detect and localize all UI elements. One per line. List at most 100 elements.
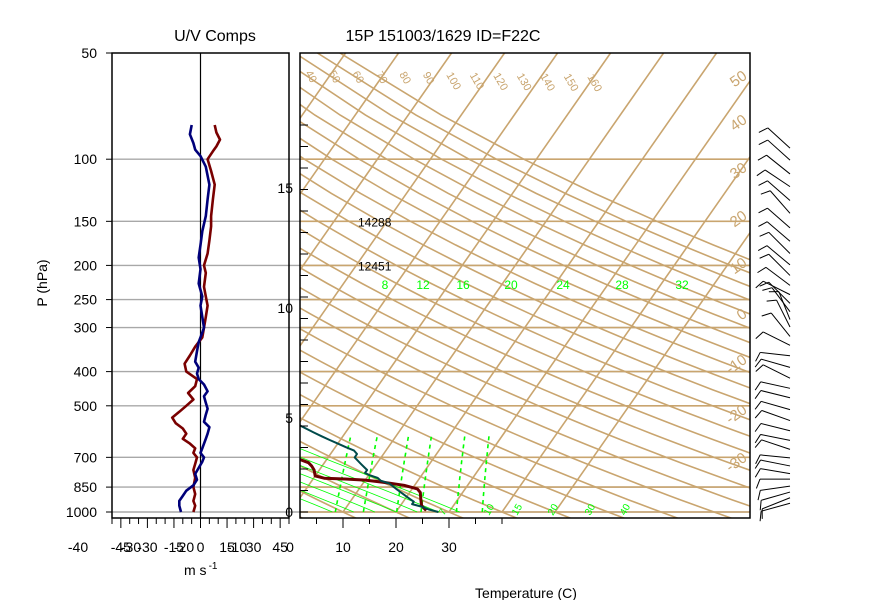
skew-dry-adiabat — [300, 137, 750, 359]
skew-mixing-ratio-line — [395, 433, 410, 513]
uv-pressure-tick-labels: 50 100 150 200 250 300 400 500 700 850 1000 — [66, 45, 112, 520]
wind-barb-flag — [754, 423, 762, 432]
moist-adiabat-label: 24 — [556, 278, 570, 292]
skew-dry-adiabat — [300, 349, 680, 518]
skew-mixing-ratio-line — [455, 433, 466, 513]
wind-barb-staff — [778, 291, 791, 320]
skew-isotherm — [342, 53, 665, 513]
wind-barb-staff — [761, 497, 791, 510]
wind-barb-flag — [758, 221, 768, 227]
theta-label: 50 — [326, 69, 343, 86]
wind-barb-flag — [759, 500, 762, 511]
skew-x-axis-label: Temperature (C) — [475, 585, 577, 600]
wind-barb-flag — [760, 190, 771, 195]
v-component-line — [178, 124, 211, 513]
wind-barb-staff — [771, 287, 791, 312]
skew-mixing-ratio-line — [481, 433, 491, 513]
wind-barb-flag — [758, 127, 769, 133]
mixing-ratio-label: 10 — [482, 502, 497, 518]
skew-height-labels: 0 5 10 15 — [277, 124, 308, 520]
wind-barb-staff — [762, 331, 791, 346]
skew-moist-adiabat — [300, 464, 418, 513]
uv-x-axis-label: m s -1 — [184, 561, 218, 578]
isotherm-edge-label: 40 — [727, 111, 750, 134]
wind-barb-flag — [754, 410, 763, 419]
uv-pressure-label: 400 — [74, 364, 98, 380]
wind-barb-staff — [769, 190, 791, 214]
dewpoint-profile-line — [300, 424, 439, 513]
wind-barb-staff — [761, 409, 791, 422]
height-km-label: 5 — [285, 410, 293, 426]
skew-moist-adiabat — [300, 448, 460, 513]
height-annotation: 14288 — [358, 215, 392, 229]
wind-barb-staff — [761, 491, 791, 501]
skew-moist-adiabat — [300, 473, 397, 513]
u-component-line — [170, 124, 222, 513]
wind-barb-flag — [757, 490, 761, 501]
wind-barb-flag — [755, 454, 761, 465]
skew-dry-adiabat — [300, 191, 750, 405]
wind-barb-flag — [755, 478, 761, 489]
wind-barb-staff — [760, 433, 791, 441]
wind-barb-flag — [755, 352, 761, 362]
skew-x-tick-label: 10 — [335, 539, 351, 555]
skew-dry-adiabats — [300, 53, 750, 518]
uv-panel-title: U/V Comps — [174, 28, 256, 45]
wind-barb-staff — [762, 280, 791, 296]
skew-dry-adiabat — [300, 55, 750, 288]
wind-barb-staff — [760, 390, 791, 399]
uv-pressure-label: 850 — [74, 479, 98, 495]
skew-isotherm — [300, 53, 612, 500]
uv-x-tick-label: -15 — [164, 539, 184, 555]
wind-barb-flag — [754, 459, 762, 469]
skew-dry-adiabat — [300, 440, 465, 518]
uv-x-axis-label-text: m s — [184, 562, 207, 578]
wind-barb-staff — [767, 127, 791, 149]
skew-dry-adiabat — [300, 266, 750, 472]
wind-barb-flag — [754, 434, 762, 444]
height-km-label: 15 — [277, 180, 293, 196]
wind-barb-staff — [766, 154, 791, 175]
wind-barb-staff — [767, 139, 791, 161]
uv-x-tick-labels: -45 -30 -15 0 15 30 45 — [111, 518, 290, 555]
height-km-label: 10 — [277, 300, 293, 316]
wind-barb-staff — [760, 502, 791, 512]
mixing-ratio-label: 15 — [510, 502, 525, 518]
wind-barb-flag — [756, 169, 766, 177]
uv-x-tick-label: 0 — [197, 539, 205, 555]
skew-moist-adiabat — [300, 489, 354, 513]
wind-barb-flag — [761, 312, 772, 317]
isotherm-edge-label: 10 — [727, 254, 750, 277]
skew-x-tick-label: -20 — [174, 539, 194, 555]
moist-adiabat-label: 28 — [615, 278, 629, 292]
skew-x-tick-label: -30 — [121, 539, 141, 555]
wind-barb-flag — [754, 381, 762, 391]
skew-isotherm — [300, 53, 559, 424]
moist-adiabat-label: 20 — [504, 278, 518, 292]
wind-barb-staff — [766, 221, 791, 242]
uv-pressure-label: 300 — [74, 320, 98, 336]
mixing-ratio-label: 20 — [546, 502, 561, 518]
uv-series-group — [170, 124, 222, 513]
wind-barb-staff — [760, 454, 791, 459]
height-km-label: 0 — [285, 504, 293, 520]
skew-dry-adiabat — [300, 155, 750, 374]
wind-barb-flag — [754, 401, 762, 410]
skew-dry-adiabat — [300, 86, 750, 315]
theta-label: 90 — [420, 70, 437, 87]
isotherm-edge-label: 20 — [727, 207, 750, 230]
uv-pressure-label: 50 — [81, 45, 97, 61]
wind-barb-staff — [761, 439, 791, 450]
mixing-ratio-label: 30 — [583, 502, 598, 518]
wind-barb-staff — [766, 245, 791, 266]
skew-dry-adiabat — [300, 490, 358, 518]
uv-pressure-label: 500 — [74, 398, 98, 414]
wind-barb-staff — [760, 351, 791, 357]
wind-barb-staff — [760, 485, 791, 491]
wind-barb-flag — [759, 231, 769, 237]
skew-isotherm — [448, 79, 750, 513]
wind-barb-staff — [760, 381, 791, 389]
wind-barb-flag — [755, 364, 764, 372]
wind-barb-staff — [768, 253, 791, 276]
skew-moist-adiabat — [300, 481, 375, 513]
